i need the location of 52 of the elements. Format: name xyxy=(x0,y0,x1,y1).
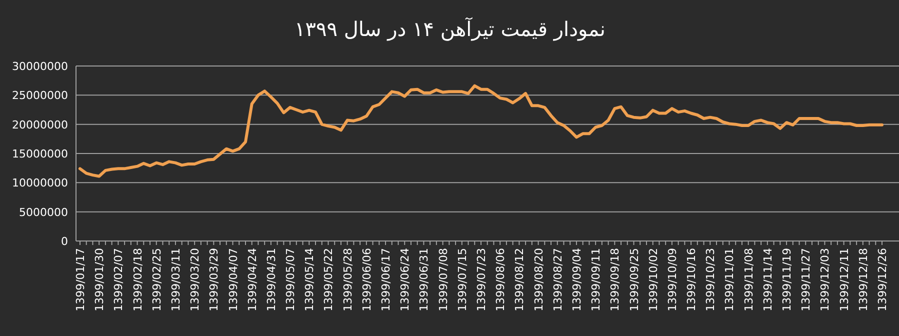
x-tick-label: 1399/07/23 xyxy=(475,248,488,312)
x-tick-label: 1399/11/01 xyxy=(723,248,736,312)
x-tick-label: 1399/07/08 xyxy=(436,248,450,312)
x-tick-label: 1399/09/18 xyxy=(608,248,622,312)
x-tick-label: 1399/05/22 xyxy=(322,248,336,312)
x-tick-label: 1399/05/07 xyxy=(284,248,298,312)
x-tick-label: 1399/03/11 xyxy=(169,248,182,312)
x-tick-label: 1399/11/14 xyxy=(761,248,774,312)
x-tick-label: 1399/08/12 xyxy=(513,248,526,312)
x-tick-label: 1399/06/31 xyxy=(418,248,431,312)
x-tick-label: 1399/11/27 xyxy=(800,248,813,312)
x-tick-label: 1399/12/18 xyxy=(856,248,870,312)
x-tick-label: 1399/06/24 xyxy=(398,248,412,312)
y-tick-label: 25000000 xyxy=(12,89,68,102)
x-tick-label: 1399/03/29 xyxy=(208,248,221,312)
x-tick-label: 1399/03/20 xyxy=(188,248,202,312)
x-tick-label: 1399/09/04 xyxy=(570,248,584,312)
x-tick-label: 1399/04/31 xyxy=(264,248,278,312)
x-tick-label: 1399/04/07 xyxy=(226,248,240,312)
x-tick-label: 1399/04/24 xyxy=(246,248,259,312)
x-tick-label: 1399/10/02 xyxy=(646,248,660,312)
x-tick-label: 1399/01/17 xyxy=(74,248,87,312)
x-tick-label: 1399/10/23 xyxy=(704,248,718,312)
y-tick-label: 10000000 xyxy=(12,176,68,190)
y-tick-label: 15000000 xyxy=(12,148,68,160)
y-tick-label: 30000000 xyxy=(12,60,68,73)
x-tick-label: 1399/10/16 xyxy=(685,248,698,312)
x-tick-label: 1399/07/15 xyxy=(456,248,469,312)
line-series xyxy=(78,84,884,178)
x-tick-label: 1399/06/17 xyxy=(380,248,393,312)
y-tick-label: 0 xyxy=(61,235,68,248)
x-tick-label: 1399/05/28 xyxy=(341,248,354,312)
x-tick-label: 1399/02/25 xyxy=(150,248,164,312)
x-tick-label: 1399/02/07 xyxy=(112,248,126,312)
x-tick-label: 1399/12/26 xyxy=(876,248,889,312)
x-tick-label: 1399/08/27 xyxy=(551,248,564,312)
y-tick-label: 5000000 xyxy=(19,206,68,219)
x-tick-label: 1399/05/14 xyxy=(303,248,316,312)
x-tick-label: 1399/11/08 xyxy=(742,248,756,312)
x-tick-label: 1399/12/03 xyxy=(818,248,832,312)
y-tick-label: 20000000 xyxy=(12,118,68,132)
x-tick-label: 1399/01/30 xyxy=(93,248,106,312)
x-tick-label: 1399/12/11 xyxy=(838,248,851,312)
x-tick-label: 1399/09/25 xyxy=(628,248,641,312)
x-tick-label: 1399/08/06 xyxy=(494,248,508,312)
chart-title: نمودار قیمت تیرآهن ۱۴ در سال ۱۳۹۹ xyxy=(294,17,606,41)
x-tick-label: 1399/09/11 xyxy=(590,248,603,312)
x-tick-label: 1399/08/20 xyxy=(532,248,546,312)
x-tick-label: 1399/10/09 xyxy=(666,248,679,312)
x-tick-label: 1399/02/18 xyxy=(131,248,144,312)
x-tick-label: 1399/11/19 xyxy=(780,248,794,312)
x-tick-label: 1399/06/06 xyxy=(360,248,374,312)
